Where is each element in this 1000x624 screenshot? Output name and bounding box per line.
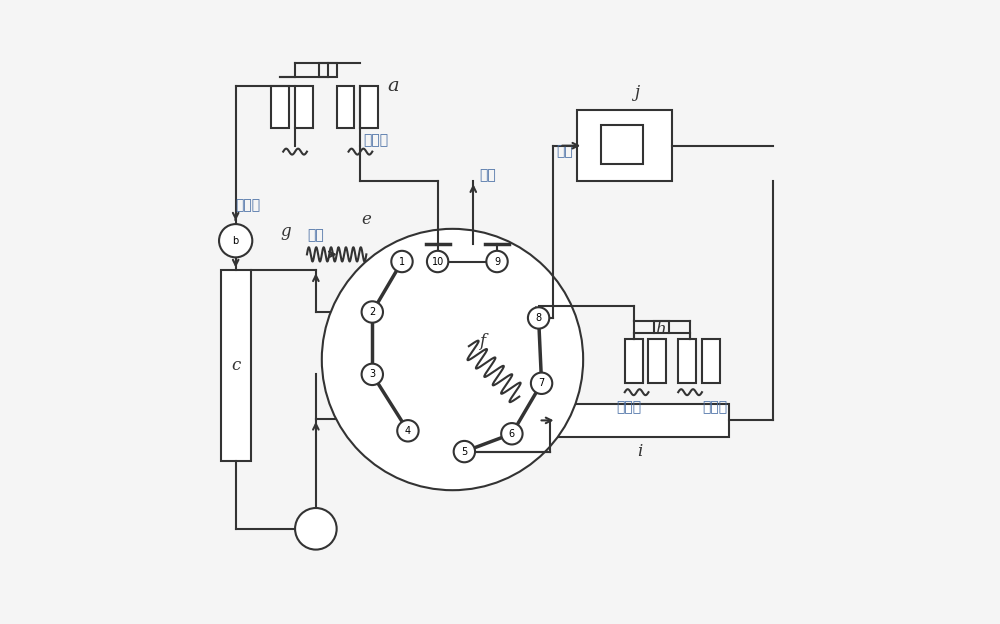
Text: d: d <box>311 522 320 536</box>
Circle shape <box>391 251 413 272</box>
Bar <box>648 339 666 383</box>
Text: 5: 5 <box>461 447 467 457</box>
Text: 4: 4 <box>405 426 411 436</box>
Text: 废液: 废液 <box>556 145 573 158</box>
Text: a: a <box>387 77 399 95</box>
Text: h: h <box>655 321 666 338</box>
Text: g: g <box>281 223 291 240</box>
Bar <box>319 62 337 77</box>
Bar <box>337 86 354 128</box>
Text: 废液: 废液 <box>307 228 324 243</box>
Text: j: j <box>634 84 639 100</box>
Bar <box>625 339 643 383</box>
Bar <box>601 125 643 163</box>
Text: 7: 7 <box>538 378 545 388</box>
Circle shape <box>322 229 583 490</box>
Text: f: f <box>479 333 485 350</box>
Circle shape <box>454 441 475 462</box>
Circle shape <box>531 373 552 394</box>
Text: 2: 2 <box>369 307 375 317</box>
Bar <box>360 86 378 128</box>
Circle shape <box>295 508 337 550</box>
Text: c: c <box>231 357 240 374</box>
Text: 9: 9 <box>494 256 500 266</box>
Circle shape <box>397 420 419 442</box>
Bar <box>550 404 729 437</box>
Text: 6: 6 <box>509 429 515 439</box>
Text: 8: 8 <box>536 313 542 323</box>
Text: 3: 3 <box>369 369 375 379</box>
Bar <box>702 339 720 383</box>
Text: 废液: 废液 <box>479 168 496 182</box>
Bar <box>295 86 313 128</box>
Text: 10: 10 <box>432 256 444 266</box>
Bar <box>221 270 251 461</box>
Text: e: e <box>361 212 371 228</box>
Circle shape <box>219 224 252 257</box>
Text: 1: 1 <box>399 256 405 266</box>
Text: b: b <box>233 236 239 246</box>
Text: i: i <box>637 443 642 460</box>
Text: 流动相: 流动相 <box>363 133 389 147</box>
Bar <box>577 110 672 182</box>
Text: 流动相: 流动相 <box>616 400 641 414</box>
Circle shape <box>528 307 549 329</box>
Circle shape <box>501 423 523 444</box>
Bar <box>678 339 696 383</box>
Text: 流动相: 流动相 <box>236 198 261 212</box>
Text: 流动相: 流动相 <box>702 400 727 414</box>
Bar <box>271 86 289 128</box>
Circle shape <box>362 364 383 385</box>
Circle shape <box>362 301 383 323</box>
Bar <box>654 321 669 333</box>
Circle shape <box>486 251 508 272</box>
Circle shape <box>427 251 448 272</box>
